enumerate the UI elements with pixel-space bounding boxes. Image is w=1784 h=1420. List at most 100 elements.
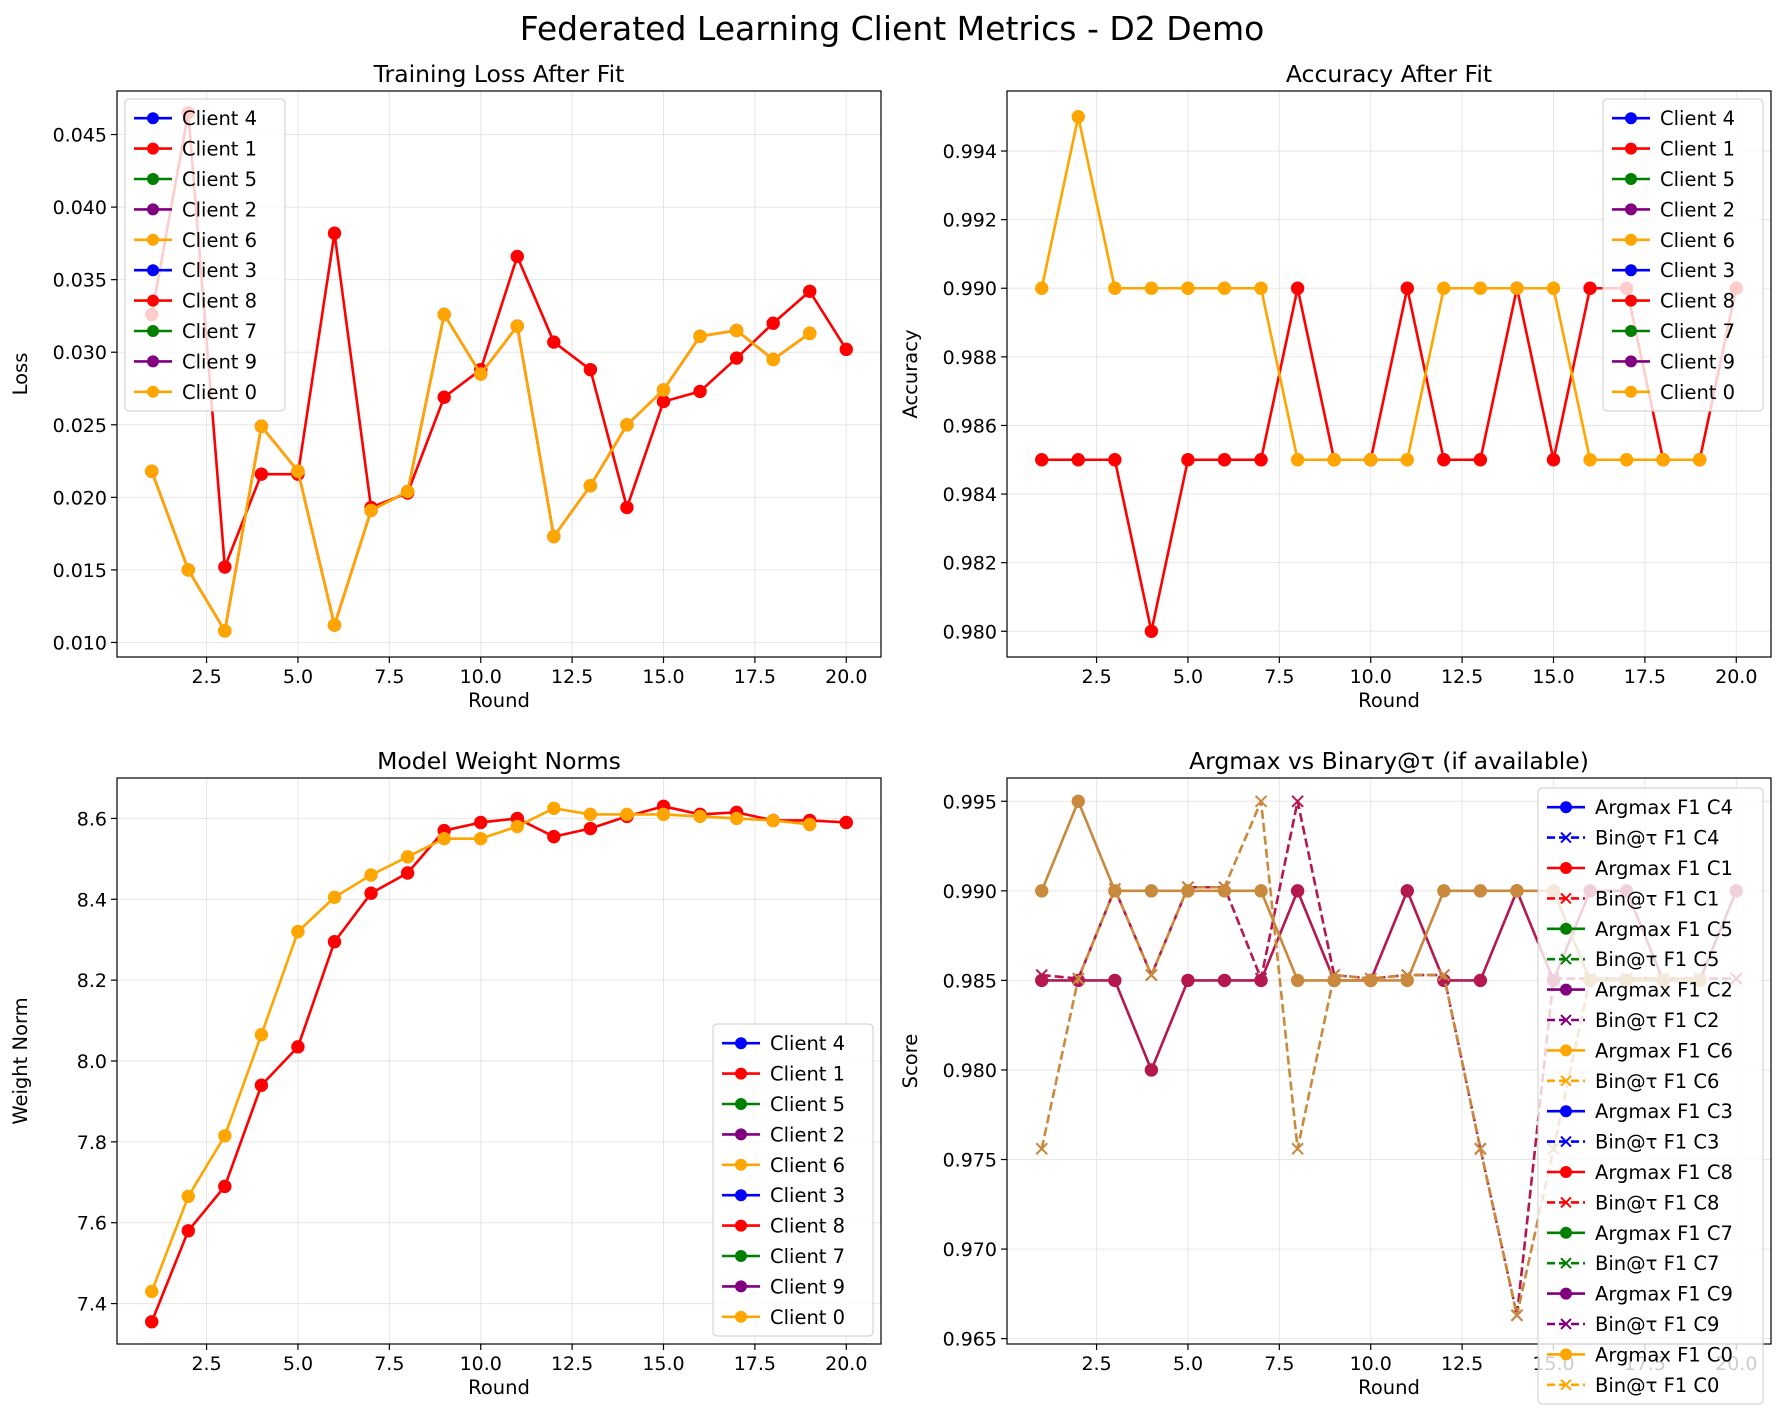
x-tick-label: 20.0 [825,1353,867,1375]
legend-item: Argmax F1 C5 [1547,918,1733,941]
y-tick-label: 0.035 [53,270,107,292]
y-tick-label: 0.020 [53,487,107,509]
series-client-0 [145,801,817,1299]
y-axis-label: Loss [9,353,32,396]
legend-marker [1625,294,1637,307]
legend-marker [1560,831,1572,844]
legend-item: Client 7 [1612,320,1735,343]
legend-marker [735,1250,747,1262]
x-tick-label: 15.0 [1532,666,1574,688]
data-point [1291,795,1304,808]
legend-label: Client 2 [1660,198,1735,221]
legend-marker [1560,953,1572,965]
legend-label: Client 1 [182,138,257,161]
data-point [547,335,561,349]
legend-marker [735,1098,747,1110]
data-point [400,866,415,880]
legend-item: Client 3 [1612,259,1735,282]
legend-item: Client 4 [134,107,257,130]
data-point [364,886,378,900]
panel-weight-norms: 2.5 5.0 7.5 10.0 12.5 15.0 17.5 20.0 7.4 7.6 7.8 8.… [9,747,882,1399]
data-point [327,226,342,240]
data-point [474,815,488,830]
legend-item: Bin@τ F1 C1 [1547,887,1719,910]
data-point [1217,281,1232,295]
y-tick-label: 0.990 [943,881,997,903]
data-point [1290,884,1305,898]
x-axis-label: Round [1358,1376,1420,1399]
legend-item: Client 6 [134,229,257,252]
data-point [547,529,561,544]
data-point [1217,973,1232,988]
y-tick-label: 0.986 [943,415,997,437]
legend-item: Bin@τ F1 C9 [1547,1313,1719,1336]
y-tick-label: 0.990 [943,278,997,300]
legend-item: Client 8 [134,290,257,313]
legend-item: Client 5 [134,168,257,191]
legend-frame [1602,98,1764,412]
data-point [1217,884,1232,898]
legend-marker [1625,325,1637,337]
legend-label: Client 5 [770,1093,845,1116]
x-tick-label: 17.5 [734,1353,776,1375]
data-point [1108,281,1122,295]
y-tick-label: 0.994 [943,141,997,163]
legend-label: Client 6 [182,229,257,252]
y-tick-label: 0.010 [53,632,107,654]
legend-marker [1560,922,1572,935]
legend-marker [147,203,159,216]
x-tick-label: 7.5 [1264,1353,1294,1375]
y-tick-label: 0.992 [943,210,997,232]
data-point [1474,1142,1487,1155]
legend-frame [124,98,286,412]
legend-label: Client 3 [770,1184,845,1207]
legend-marker [1560,1226,1572,1239]
data-point [1254,884,1268,898]
legend-label: Client 8 [182,290,257,313]
x-tick-label: 5.0 [283,1353,313,1375]
data-point [291,924,305,939]
legend-marker [1560,892,1572,905]
legend-marker [1625,355,1637,368]
y-tick-label: 0.975 [943,1150,997,1172]
legend-label: Client 6 [770,1154,845,1177]
panel-title: Accuracy After Fit [1286,60,1492,88]
legend-item: Bin@τ F1 C7 [1547,1252,1719,1275]
data-point [254,419,269,433]
legend: Client 4 Client 1 Client 5 Client 2 Client 6… [1602,98,1764,412]
y-tick-label: 7.8 [77,1132,107,1154]
legend-item: Argmax F1 C8 [1547,1161,1733,1184]
data-point [1254,281,1268,295]
data-point [1583,281,1597,295]
legend-item: Bin@τ F1 C2 [1547,1009,1719,1032]
legend-item: Argmax F1 C4 [1547,796,1733,819]
x-tick-label: 20.0 [1715,666,1757,688]
data-point [693,384,707,399]
legend-label: Client 1 [770,1063,845,1086]
data-point [729,351,744,365]
data-point [1035,453,1049,467]
legend-item: Client 8 [722,1215,845,1238]
data-point [1108,884,1122,898]
legend-item: Argmax F1 C9 [1547,1283,1733,1306]
data-point [1510,281,1524,295]
legend-item: Client 2 [1612,198,1735,221]
legend-marker [1625,173,1637,185]
data-point [1327,973,1341,988]
legend-item: Client 7 [722,1245,845,1268]
x-tick-label: 12.5 [551,666,593,688]
data-point [1437,884,1451,898]
data-point [1364,453,1378,467]
legend-label: Argmax F1 C1 [1595,857,1733,880]
legend-item: Client 0 [134,381,257,404]
data-point [145,1315,159,1329]
data-point [254,1028,269,1042]
legend-label: Bin@τ F1 C8 [1595,1191,1719,1214]
data-point [327,935,342,949]
x-tick-label: 12.5 [1441,666,1483,688]
data-point [620,418,634,432]
legend-label: Client 9 [1660,350,1735,373]
legend-marker [1560,1075,1572,1087]
legend-marker [1560,1318,1572,1330]
